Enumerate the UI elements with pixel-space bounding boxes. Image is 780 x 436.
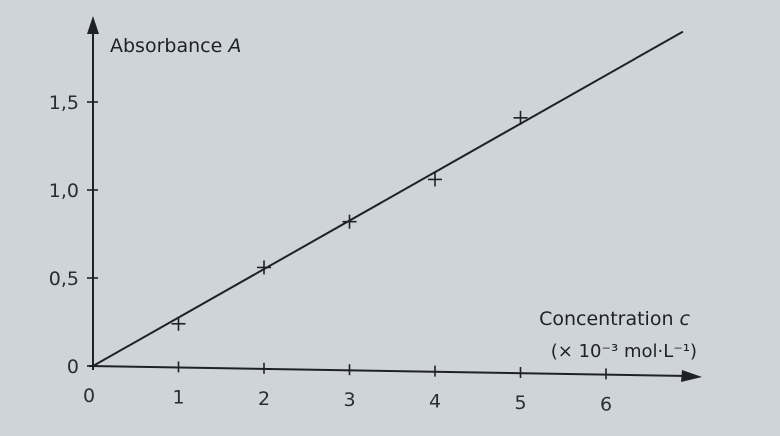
- data-point: [513, 110, 528, 125]
- x-tick-label: 4: [429, 391, 441, 413]
- x-tick-label: 1: [172, 386, 184, 408]
- x-tick-label: 5: [514, 392, 526, 414]
- x-axis-line: [88, 365, 689, 377]
- data-points: [171, 110, 528, 331]
- x-axis-unit: (× 10⁻³ mol·L⁻¹): [551, 341, 697, 362]
- fit-line-group: [92, 30, 684, 367]
- data-point: [171, 316, 186, 331]
- x-tick-label: 3: [343, 389, 355, 411]
- x-axis-title: Concentration c: [539, 308, 690, 330]
- x-tick-label: 6: [600, 393, 612, 415]
- y-tick-label: 1,5: [49, 92, 79, 114]
- y-axis-arrow: [87, 16, 99, 34]
- y-tick-label: 0: [67, 356, 79, 378]
- data-point: [342, 214, 357, 229]
- ticks: 0 1 2 3 4 5 6 0 0,5 1,0 1,5: [49, 92, 612, 415]
- x-axis-arrow: [681, 370, 702, 382]
- data-point: [428, 172, 442, 187]
- axes: [87, 16, 702, 382]
- fit-line: [92, 30, 684, 367]
- y-tick-label: 1,0: [49, 180, 79, 202]
- y-tick-label: 0,5: [49, 268, 79, 290]
- data-point: [257, 260, 271, 275]
- y-axis-title: Absorbance A: [110, 35, 241, 57]
- x-tick-label: 0: [83, 385, 95, 407]
- x-tick-label: 2: [258, 388, 270, 410]
